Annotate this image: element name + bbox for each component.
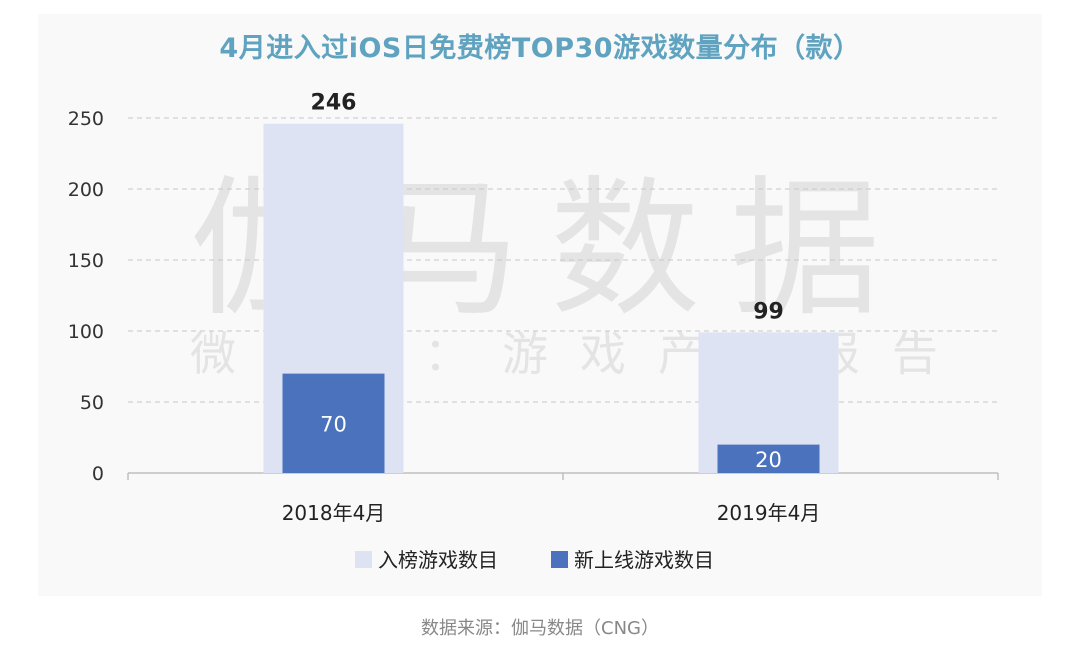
data-label-new-games: 70 <box>320 412 347 436</box>
y-tick-label: 200 <box>68 179 104 201</box>
y-tick-label: 150 <box>68 250 104 272</box>
data-label-new-games: 20 <box>755 448 782 472</box>
chart-title: 4月进入过iOS日免费榜TOP30游戏数量分布（款） <box>219 33 861 64</box>
data-label-entered-games: 99 <box>753 299 784 324</box>
legend-swatch-new-games <box>551 551 568 568</box>
data-label-entered-games: 246 <box>311 91 357 116</box>
y-tick-label: 50 <box>80 392 104 414</box>
legend-label-entered-games: 入榜游戏数目 <box>378 548 498 572</box>
y-tick-label: 250 <box>68 108 104 130</box>
source-note: 数据来源：伽马数据（CNG） <box>421 618 659 639</box>
bar-new-games <box>717 444 820 473</box>
chart-background <box>38 14 1042 596</box>
legend-swatch-entered-games <box>355 551 372 568</box>
bar-new-games <box>282 373 385 473</box>
y-tick-label: 0 <box>92 463 104 485</box>
y-tick-label: 100 <box>68 321 104 343</box>
legend-label-new-games: 新上线游戏数目 <box>574 548 714 572</box>
x-category-label: 2019年4月 <box>717 501 821 525</box>
x-category-label: 2018年4月 <box>282 501 386 525</box>
